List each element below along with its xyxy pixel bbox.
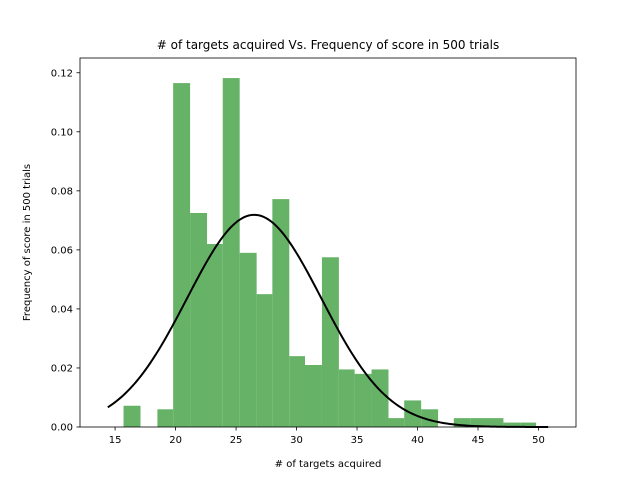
normal-fit-curve [107,213,549,428]
histogram-bar-17 [388,418,405,427]
histogram-bar-8 [239,252,257,427]
x-tick-label: 35 [351,435,364,446]
histogram-bar-12 [305,365,322,427]
histogram-bar-11 [289,356,306,427]
y-tick-label: 0.10 [51,127,73,138]
y-tick-label: 0.00 [51,423,73,434]
histogram-bar-16 [371,369,389,427]
histogram-bar-21 [453,418,471,427]
x-tick-label: 15 [109,435,122,446]
x-axis-label: # of targets acquired [275,459,382,470]
histogram-bar-24 [503,422,521,427]
histogram-bar-7 [222,78,240,427]
histogram-bar-3 [157,409,174,427]
histogram-bar-4 [173,83,191,427]
y-tick-label: 0.02 [51,363,73,374]
x-tick-label: 30 [290,435,303,446]
plot-frame [79,57,577,428]
y-tick-label: 0.04 [51,304,73,315]
x-axis-ticks: 15 20 25 30 35 40 45 50 [109,427,545,446]
y-axis-label: Frequency of score in 500 trials [22,164,33,321]
histogram-bar-23 [486,418,504,427]
x-tick-label: 50 [532,435,545,446]
y-tick-label: 0.06 [51,245,73,256]
x-tick-label: 25 [230,435,243,446]
x-tick-label: 45 [472,435,485,446]
histogram-bar-6 [207,243,223,427]
x-tick-label: 40 [411,435,424,446]
histogram-bar-10 [272,199,290,427]
histogram-bar-22 [470,418,487,427]
histogram-bar-9 [256,294,273,427]
chart-title: # of targets acquired Vs. Frequency of s… [157,38,500,52]
histogram-bars [123,78,537,427]
histogram-bar-25 [520,422,537,427]
histogram-bar-5 [190,212,208,427]
histogram-bar-13 [321,257,339,427]
x-tick-label: 20 [169,435,182,446]
histogram-bar-19 [421,409,439,427]
y-axis-ticks: 0.00 0.02 0.04 0.06 0.08 0.10 0.12 [51,68,80,434]
histogram-bar-14 [338,369,355,427]
histogram-bar-1 [123,405,141,427]
y-tick-label: 0.12 [51,68,73,79]
y-tick-label: 0.08 [51,186,73,197]
histogram-bar-15 [354,373,372,427]
